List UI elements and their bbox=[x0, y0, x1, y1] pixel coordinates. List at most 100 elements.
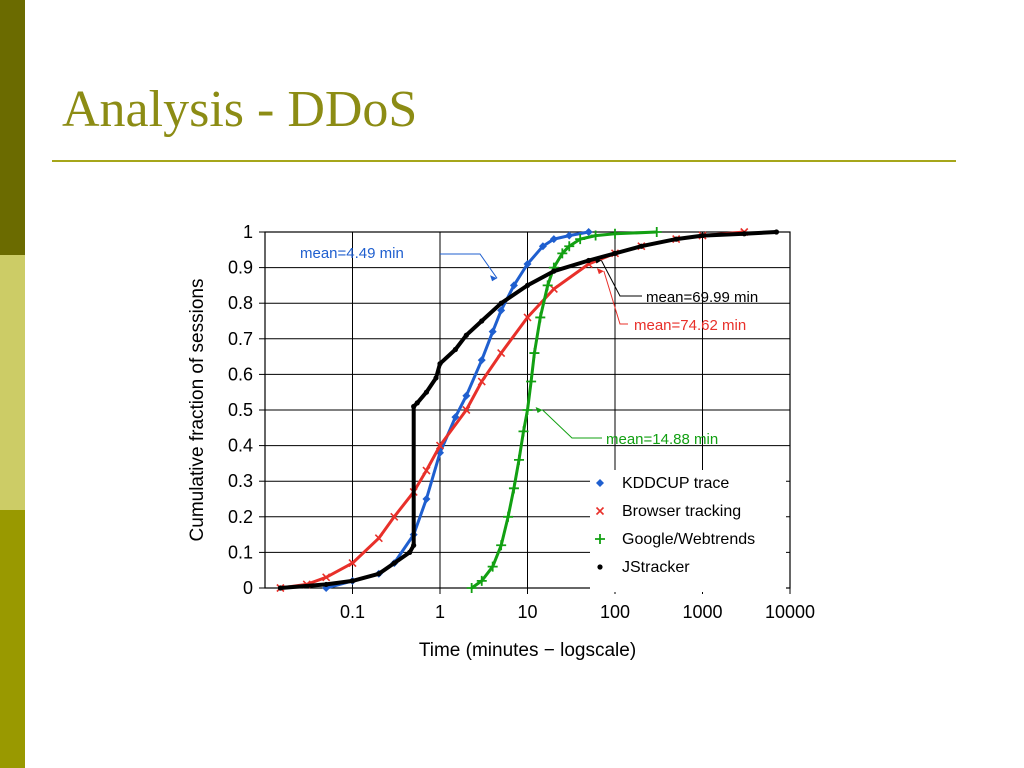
x-tick-label: 10000 bbox=[765, 602, 815, 622]
data-point bbox=[535, 312, 546, 323]
data-point bbox=[523, 313, 532, 322]
data-point bbox=[524, 282, 531, 288]
legend-label: Browser tracking bbox=[622, 503, 741, 520]
data-point bbox=[595, 534, 605, 544]
y-axis-label: Cumulative fraction of sessions bbox=[187, 279, 208, 542]
y-tick-label: 0.4 bbox=[228, 436, 253, 456]
annotation-arrowhead bbox=[535, 407, 543, 413]
data-point bbox=[612, 250, 618, 256]
data-point bbox=[277, 585, 284, 591]
y-tick-label: 0.2 bbox=[228, 507, 253, 527]
annotation-label: mean=69.99 min bbox=[646, 289, 758, 306]
data-point bbox=[638, 243, 644, 249]
y-tick-label: 0.8 bbox=[228, 293, 253, 313]
legend-entry: KDDCUP trace bbox=[596, 475, 729, 492]
side-accent-middle bbox=[0, 255, 25, 510]
data-point bbox=[508, 483, 519, 494]
annotation-2: mean=69.99 min bbox=[594, 257, 758, 306]
x-tick-label: 1 bbox=[435, 602, 445, 622]
annotation-label: mean=4.49 min bbox=[300, 245, 404, 262]
data-point bbox=[518, 426, 529, 437]
y-tick-label: 0.5 bbox=[228, 400, 253, 420]
legend-label: Google/Webtrends bbox=[622, 531, 755, 548]
data-point bbox=[549, 235, 558, 244]
data-point bbox=[549, 284, 558, 294]
data-point bbox=[651, 227, 662, 237]
data-point bbox=[391, 560, 397, 566]
annotation-arrowhead bbox=[490, 275, 498, 282]
data-point bbox=[376, 571, 382, 577]
data-point bbox=[477, 356, 486, 365]
data-point bbox=[462, 405, 471, 415]
y-tick-label: 0.1 bbox=[228, 542, 253, 562]
annotation-leader bbox=[600, 260, 642, 297]
data-point bbox=[522, 405, 533, 415]
x-tick-label: 10 bbox=[517, 602, 537, 622]
cdf-chart: 0 0.1 0.2 0.3 0.4 0.5 0.6 0.7 0.8 0.9 1 0.1 1 10 100 10… bbox=[187, 222, 815, 661]
data-point bbox=[551, 268, 557, 274]
y-tick-label: 0.6 bbox=[228, 364, 253, 384]
series-line bbox=[470, 230, 657, 590]
legend-entry: JStracker bbox=[597, 559, 690, 576]
annotation-arrowhead bbox=[596, 268, 604, 275]
data-point bbox=[595, 506, 605, 516]
data-point bbox=[349, 578, 356, 584]
data-point bbox=[323, 581, 329, 588]
y-tick-label: 0.3 bbox=[228, 471, 253, 491]
data-point bbox=[462, 391, 471, 400]
side-accent-top bbox=[0, 0, 25, 255]
annotation-1: mean=4.49 min bbox=[300, 245, 498, 282]
legend-background bbox=[590, 470, 786, 592]
legend-label: KDDCUP trace bbox=[622, 475, 729, 492]
data-point bbox=[529, 348, 540, 359]
data-point bbox=[423, 389, 430, 395]
data-point bbox=[699, 232, 706, 239]
data-point bbox=[422, 466, 431, 475]
legend-entry: Browser tracking bbox=[595, 503, 741, 520]
data-point bbox=[322, 573, 331, 582]
data-point bbox=[565, 231, 574, 240]
annotation-leader bbox=[603, 271, 628, 325]
data-point bbox=[463, 332, 469, 338]
data-point bbox=[586, 257, 592, 264]
data-point bbox=[496, 540, 507, 551]
data-point bbox=[477, 377, 486, 386]
x-axis-label: Time (minutes − logscale) bbox=[419, 640, 636, 661]
data-point bbox=[673, 236, 679, 242]
data-point bbox=[596, 479, 604, 487]
data-point bbox=[466, 583, 477, 593]
annotation-leader bbox=[542, 409, 602, 439]
data-point bbox=[433, 375, 439, 381]
data-point bbox=[557, 248, 568, 259]
data-point bbox=[542, 280, 553, 291]
annotation-label: mean=14.88 min bbox=[606, 431, 718, 448]
side-accent-bottom bbox=[0, 510, 25, 768]
data-point bbox=[584, 228, 593, 236]
x-tick-label: 0.1 bbox=[340, 602, 365, 622]
data-point bbox=[564, 241, 575, 252]
data-point bbox=[488, 327, 497, 336]
legend-entry: Google/Webtrends bbox=[595, 531, 755, 548]
data-point bbox=[773, 229, 780, 235]
series-lines bbox=[276, 227, 780, 593]
data-point bbox=[476, 575, 487, 586]
data-point bbox=[411, 542, 417, 548]
title-divider bbox=[52, 160, 956, 162]
y-tick-label: 0.9 bbox=[228, 258, 253, 278]
data-point bbox=[348, 559, 357, 568]
data-point bbox=[509, 281, 518, 290]
annotation-arrowhead bbox=[594, 257, 602, 264]
data-point bbox=[437, 361, 443, 367]
series-jstracker bbox=[277, 229, 780, 591]
data-point bbox=[435, 441, 445, 450]
data-point bbox=[575, 234, 586, 245]
axis-ticks: 0 0.1 0.2 0.3 0.4 0.5 0.6 0.7 0.8 0.9 1 0.1 1 10 100 10… bbox=[228, 222, 815, 622]
annotation-label: mean=74.62 min bbox=[634, 317, 746, 334]
data-point bbox=[503, 511, 514, 522]
data-point bbox=[374, 534, 383, 543]
data-point bbox=[498, 300, 504, 306]
data-point bbox=[411, 403, 417, 410]
y-tick-label: 1 bbox=[243, 222, 253, 242]
annotations: mean=4.49 min mean=69.99 min mean=74.62 mi… bbox=[300, 245, 758, 448]
x-tick-label: 1000 bbox=[682, 602, 722, 622]
